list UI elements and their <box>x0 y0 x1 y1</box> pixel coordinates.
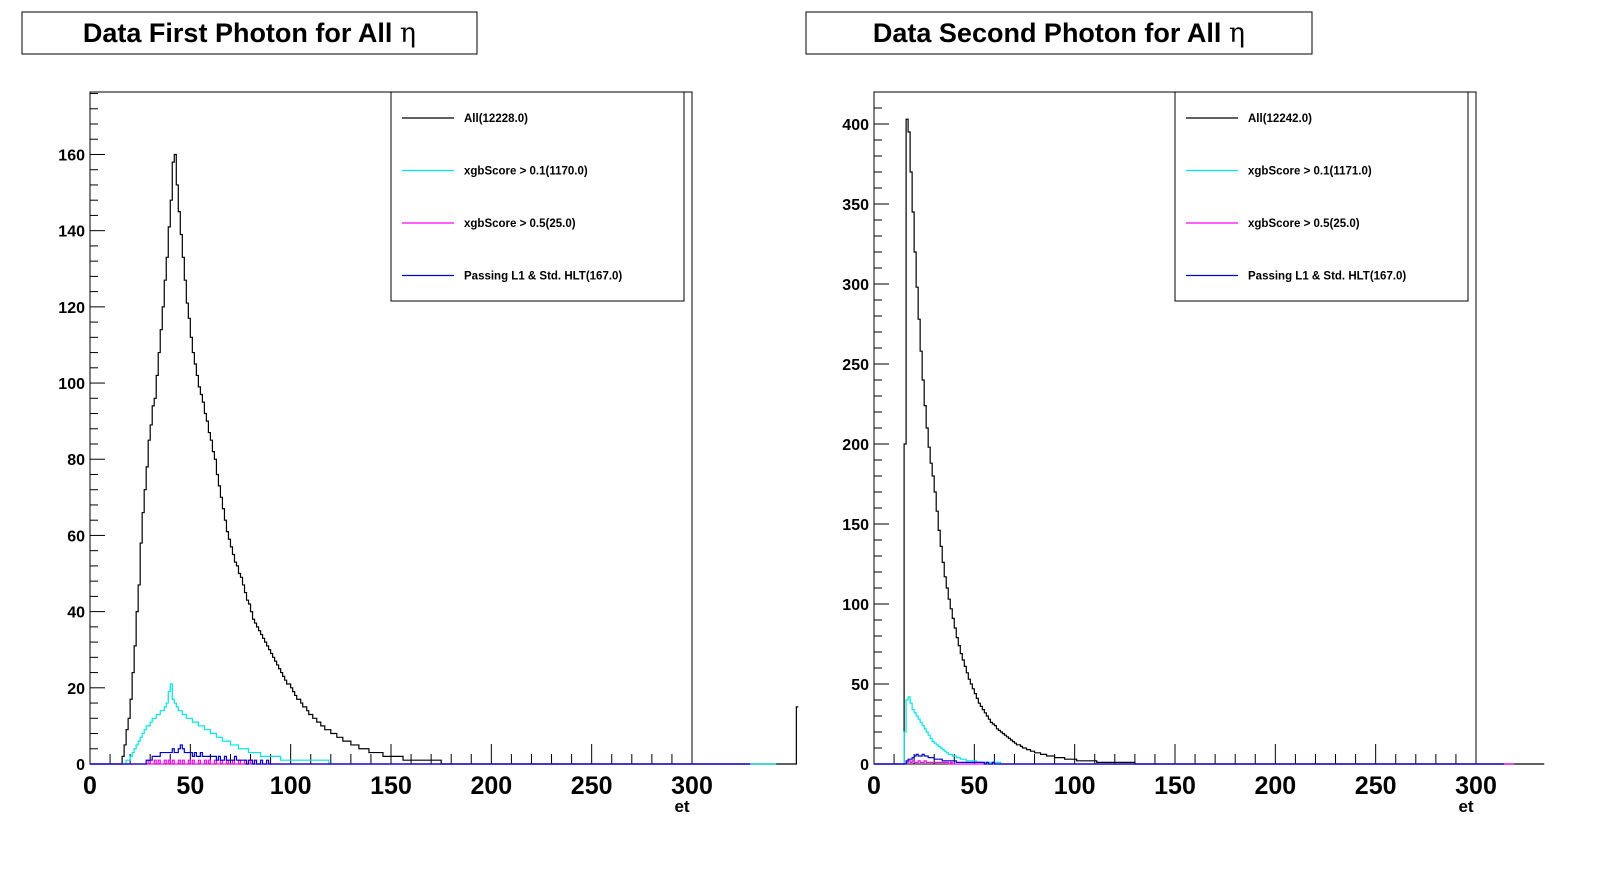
chart-title: Data First Photon for All η <box>83 18 416 49</box>
y-tick-label: 300 <box>842 277 869 294</box>
y-tick-label: 160 <box>58 147 85 164</box>
legend-entry-label: xgbScore > 0.1(1171.0) <box>1248 166 1372 178</box>
y-tick-label: 100 <box>842 597 869 614</box>
x-tick-label: 300 <box>1455 772 1497 800</box>
series-2-line <box>90 683 777 765</box>
legend-entry-label: Passing L1 & Std. HLT(167.0) <box>1248 271 1406 283</box>
chart-title-eta-symbol: η <box>400 18 416 49</box>
legend-box <box>390 91 685 302</box>
x-tick-label: 200 <box>470 772 512 800</box>
series-2-line <box>874 696 1503 765</box>
chart-title-eta-symbol: η <box>1229 18 1245 49</box>
chart-title-box <box>21 11 478 55</box>
series-4-line <box>874 753 1505 765</box>
legend-entry-label: All(12228.0) <box>464 113 528 125</box>
x-tick-label: 0 <box>83 772 97 800</box>
legend-entry-label: xgbScore > 0.5(25.0) <box>464 218 576 230</box>
x-tick-label: 150 <box>370 772 412 800</box>
x-axis-label: et <box>1458 797 1473 816</box>
x-tick-label: 100 <box>1054 772 1096 800</box>
x-tick-label: 100 <box>270 772 312 800</box>
y-tick-label: 0 <box>76 757 85 774</box>
chart-2: Data Second Photon for All η 0 50 100 150 200… <box>805 11 1545 816</box>
y-tick-label: 150 <box>842 517 869 534</box>
x-tick-label: 150 <box>1154 772 1196 800</box>
x-tick-label: 200 <box>1254 772 1296 800</box>
y-tick-label: 50 <box>851 677 869 694</box>
series-4-line <box>90 744 751 765</box>
chart-1: Data First Photon for All η 0 20 40 60 80 100 1… <box>21 11 799 816</box>
x-tick-label: 50 <box>176 772 204 800</box>
chart-title: Data Second Photon for All η <box>873 18 1245 49</box>
x-tick-label: 300 <box>671 772 713 800</box>
legend-box <box>1174 91 1469 302</box>
y-tick-label: 120 <box>58 300 85 317</box>
chart-title-box <box>805 11 1313 55</box>
y-tick-label: 200 <box>842 437 869 454</box>
y-tick-label: 140 <box>58 224 85 241</box>
legend-entry-label: xgbScore > 0.1(1170.0) <box>464 166 588 178</box>
x-tick-label: 250 <box>1355 772 1397 800</box>
y-tick-label: 250 <box>842 357 869 374</box>
chart-title-main: Data First Photon for All <box>83 18 400 48</box>
y-tick-label: 100 <box>58 376 85 393</box>
y-tick-label: 350 <box>842 197 869 214</box>
y-tick-label: 80 <box>67 452 85 469</box>
legend-entry-label: xgbScore > 0.5(25.0) <box>1248 218 1360 230</box>
y-tick-label: 60 <box>67 528 85 545</box>
legend-entry-label: All(12242.0) <box>1248 113 1312 125</box>
y-tick-label: 0 <box>860 757 869 774</box>
x-tick-label: 0 <box>867 772 881 800</box>
x-axis-label: et <box>674 797 689 816</box>
y-tick-label: 20 <box>67 681 85 698</box>
chart-title-main: Data Second Photon for All <box>873 18 1229 48</box>
legend-entry-label: Passing L1 & Std. HLT(167.0) <box>464 271 622 283</box>
y-tick-label: 40 <box>67 605 85 622</box>
x-tick-label: 250 <box>571 772 613 800</box>
y-tick-label: 400 <box>842 117 869 134</box>
x-tick-label: 50 <box>960 772 988 800</box>
